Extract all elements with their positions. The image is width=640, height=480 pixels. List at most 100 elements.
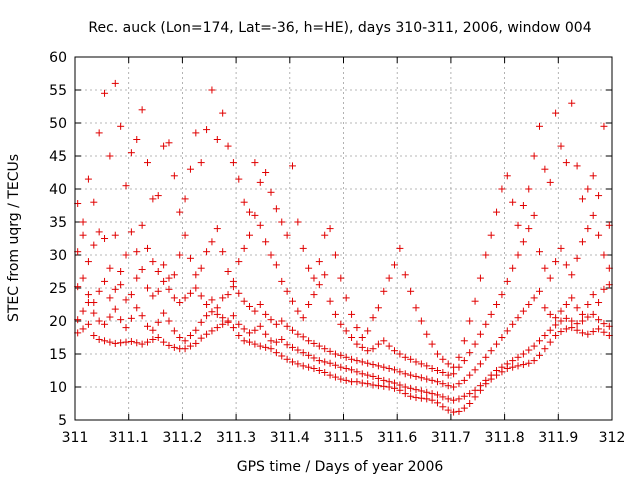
data-point [90, 299, 98, 307]
data-point [262, 343, 270, 351]
data-point [203, 312, 211, 320]
data-point [310, 291, 318, 299]
data-point [176, 251, 184, 259]
data-point [358, 358, 366, 366]
data-point [525, 185, 533, 193]
data-point [584, 301, 592, 308]
data-point [197, 334, 205, 342]
data-point [278, 218, 286, 226]
data-point [337, 320, 345, 328]
x-tick-label: 311.5 [323, 430, 363, 446]
data-point [525, 359, 533, 367]
data-point [246, 302, 254, 310]
data-point [160, 261, 168, 269]
data-point [272, 349, 280, 357]
data-point [106, 338, 114, 346]
data-point [573, 254, 581, 262]
data-point [444, 382, 452, 390]
data-point [369, 314, 377, 322]
data-point [450, 370, 458, 378]
data-point [315, 367, 323, 374]
data-point [433, 391, 441, 399]
data-point [203, 248, 211, 256]
x-axis-title: GPS time / Days of year 2006 [237, 459, 444, 475]
data-point [600, 328, 608, 336]
data-point [133, 304, 141, 312]
data-point [181, 195, 189, 203]
data-point [262, 310, 270, 318]
data-point [546, 274, 554, 282]
x-tick-label: 311.3 [216, 430, 256, 446]
data-point [165, 139, 173, 147]
data-point [407, 384, 415, 392]
grid [75, 57, 612, 420]
data-point [353, 378, 361, 386]
data-point [396, 381, 404, 389]
data-point [176, 299, 184, 307]
data-point [122, 338, 130, 346]
data-point [552, 258, 560, 266]
data-point [240, 337, 248, 345]
data-point [122, 251, 130, 259]
data-point [127, 149, 135, 157]
data-point [584, 330, 592, 338]
data-point [267, 251, 275, 259]
data-point [578, 195, 586, 203]
data-point [101, 320, 109, 328]
data-point [117, 316, 125, 324]
data-point [568, 271, 576, 279]
data-point [466, 317, 474, 325]
data-point [374, 304, 382, 312]
data-point [160, 338, 168, 346]
data-point [557, 244, 565, 252]
data-point [428, 376, 436, 384]
data-point [117, 339, 125, 347]
data-point [197, 159, 205, 167]
data-point [165, 285, 173, 293]
data-point [450, 408, 458, 416]
data-point [391, 347, 399, 355]
data-point [509, 320, 517, 328]
data-point [460, 337, 468, 345]
data-point [337, 274, 345, 282]
data-point [203, 330, 211, 338]
data-point [219, 294, 227, 302]
data-point [90, 198, 98, 206]
data-point [154, 192, 162, 200]
data-point [444, 360, 452, 368]
data-point [530, 342, 538, 350]
data-point [428, 390, 436, 398]
data-point [444, 395, 452, 403]
data-point [192, 129, 200, 137]
data-point [546, 178, 554, 186]
data-point [348, 355, 356, 363]
data-point [578, 329, 586, 337]
data-point [348, 334, 356, 341]
data-point [219, 109, 227, 117]
data-point [401, 370, 409, 378]
data-point [246, 338, 254, 346]
data-point [482, 320, 490, 328]
data-point [79, 231, 87, 239]
data-point [385, 274, 393, 282]
data-point [127, 228, 135, 236]
data-point [455, 380, 463, 388]
data-point [213, 225, 221, 233]
data-point [208, 327, 216, 335]
data-point [578, 238, 586, 246]
data-point [170, 294, 178, 302]
x-tick-label: 311.7 [431, 430, 471, 446]
data-point [283, 355, 291, 363]
data-point [552, 332, 560, 340]
data-point [208, 238, 216, 246]
data-point [288, 343, 296, 351]
data-point [79, 218, 87, 226]
data-point [412, 372, 420, 380]
data-point [117, 268, 125, 275]
data-point [256, 221, 264, 229]
data-point [493, 301, 501, 308]
data-point [278, 317, 286, 325]
data-point [160, 277, 168, 285]
data-point [262, 169, 270, 176]
data-point [514, 362, 522, 370]
